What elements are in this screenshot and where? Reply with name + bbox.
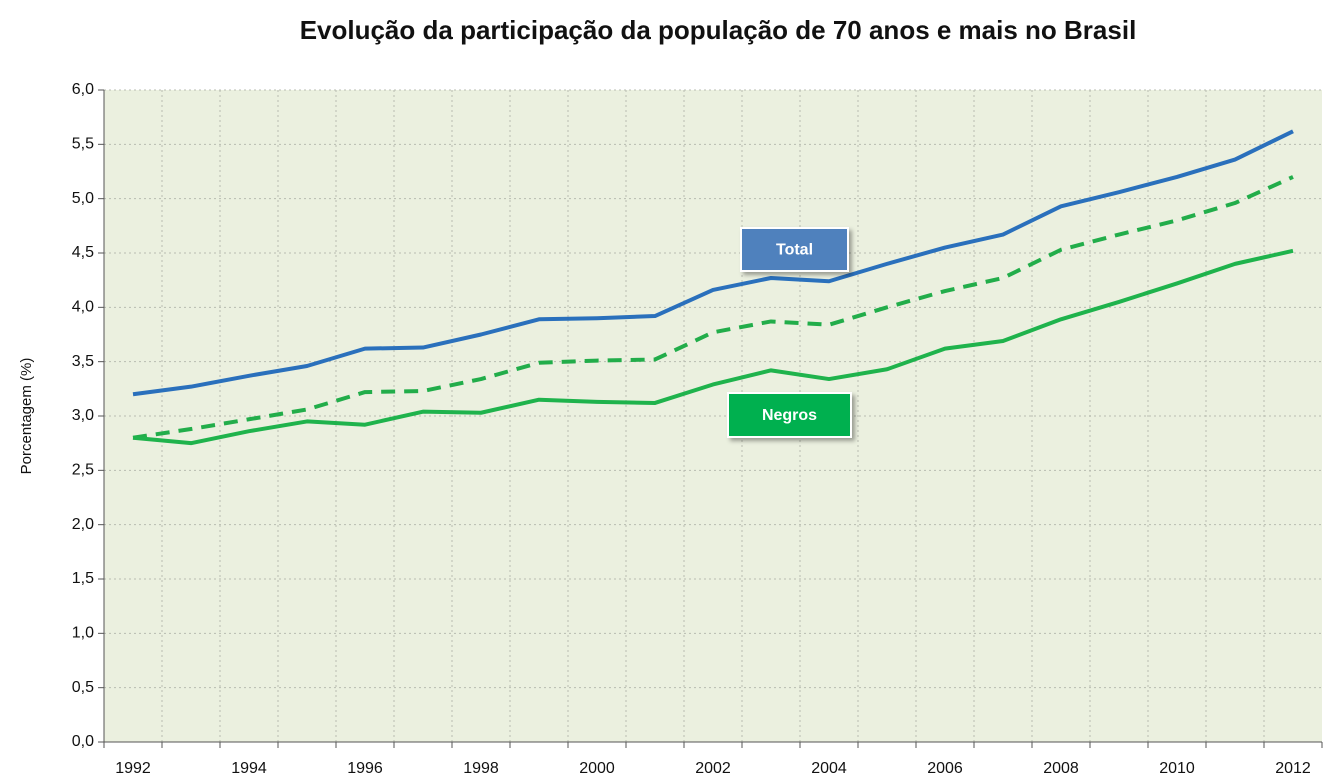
series-line <box>132 175 1294 440</box>
y-tick-label: 0,5 <box>72 679 94 696</box>
x-tick-label: 2012 <box>1275 760 1311 777</box>
x-tick-label: 1996 <box>347 760 383 777</box>
x-tick-label: 2002 <box>695 760 731 777</box>
y-tick-label: 0,0 <box>72 733 94 750</box>
x-tick-label: 2004 <box>811 760 847 777</box>
y-tick-label: 1,5 <box>72 570 94 587</box>
y-tick-label: 3,0 <box>72 407 94 424</box>
chart-title: Evolução da participação da população de… <box>299 15 1137 45</box>
series-label: Negros <box>762 407 817 424</box>
y-tick-label: 6,0 <box>72 81 94 98</box>
y-axis-label: Porcentagem (%) <box>18 358 35 475</box>
series-line <box>132 248 1294 446</box>
y-tick-label: 4,0 <box>72 299 94 316</box>
x-tick-label: 2000 <box>579 760 615 777</box>
y-tick-label: 2,5 <box>72 462 94 479</box>
y-tick-label: 3,5 <box>72 353 94 370</box>
x-tick-label: 1994 <box>231 760 267 777</box>
x-tick-label: 1992 <box>115 760 151 777</box>
y-tick-label: 5,0 <box>72 190 94 207</box>
y-tick-label: 5,5 <box>72 136 94 153</box>
x-tick-label: 2008 <box>1043 760 1079 777</box>
series-label-box <box>740 227 849 272</box>
x-tick-label: 2010 <box>1159 760 1195 777</box>
series-label: Total <box>776 242 813 259</box>
y-tick-label: 2,0 <box>72 516 94 533</box>
y-tick-label: 1,0 <box>72 625 94 642</box>
series-label-box <box>727 392 852 438</box>
x-tick-label: 2006 <box>927 760 963 777</box>
y-tick-label: 4,5 <box>72 244 94 261</box>
x-tick-label: 1998 <box>463 760 499 777</box>
series-line <box>132 129 1294 397</box>
